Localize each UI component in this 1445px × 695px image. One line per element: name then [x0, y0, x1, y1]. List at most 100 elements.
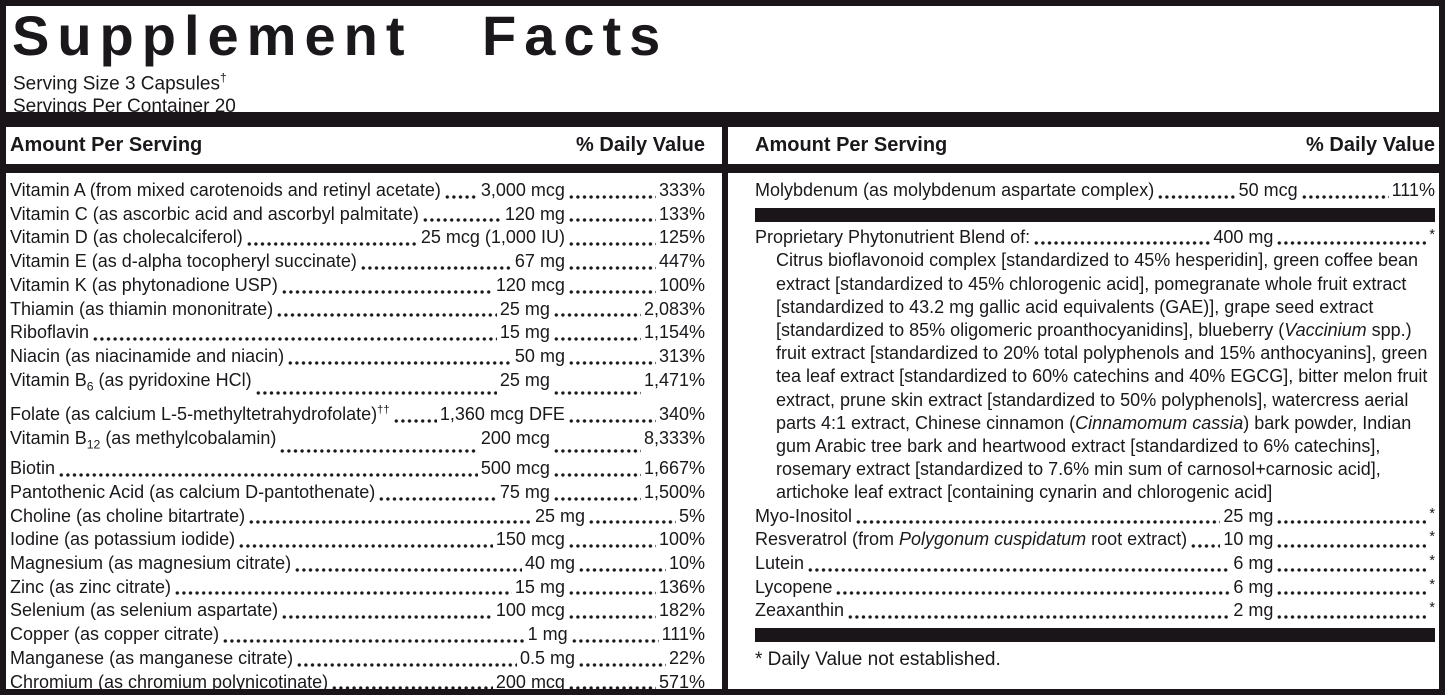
dot-leader	[1157, 194, 1236, 199]
dot-leader	[567, 591, 656, 596]
dot-leader	[1300, 194, 1389, 199]
nutrient-name: Thiamin (as thiamin mononitrate)	[10, 298, 274, 319]
nutrient-amount: 120 mcg	[495, 274, 565, 295]
nutrient-row: Thiamin (as thiamin mononitrate) 25 mg 2,0…	[10, 298, 705, 322]
nutrient-daily-value: 22%	[668, 647, 705, 668]
nutrient-amount: 400 mg	[1213, 226, 1274, 247]
dot-leader	[174, 591, 512, 596]
nutrient-amount: 25 mg	[1223, 505, 1274, 526]
dot-leader	[222, 638, 525, 643]
dot-leader	[1276, 567, 1427, 572]
nutrient-daily-value: 333%	[658, 180, 705, 200]
nutrient-amount: 15 mg	[499, 322, 550, 343]
dot-leader	[281, 615, 493, 620]
dot-leader	[359, 265, 512, 270]
nutrient-row: Choline (as choline bitartrate) 25 mg 5%	[10, 505, 705, 529]
nutrient-row: Copper (as copper citrate) 1 mg 111%	[10, 623, 705, 647]
nutrient-row: Vitamin B6 (as pyridoxine HCl) 25 mg 1,471…	[10, 369, 705, 399]
dot-leader	[248, 520, 532, 525]
nutrient-daily-value: 136%	[658, 576, 705, 597]
dot-leader	[92, 336, 497, 341]
nutrient-row: Vitamin D (as cholecalciferol) 25 mcg (1,…	[10, 226, 705, 250]
dot-leader	[1276, 241, 1427, 246]
nutrient-row: Biotin 500 mcg 1,667%	[10, 457, 705, 481]
nutrient-daily-value: 111%	[1391, 180, 1435, 200]
nutrient-daily-value: *	[1429, 553, 1435, 570]
dot-leader	[552, 472, 641, 477]
nutrient-amount: 50 mcg	[1238, 180, 1298, 200]
nutrient-daily-value: 133%	[658, 203, 705, 224]
nutrient-daily-value: 125%	[658, 227, 705, 248]
nutrient-name: Lycopene	[755, 576, 833, 597]
nutrient-daily-value: 10%	[668, 553, 705, 574]
nutrient-name: Vitamin K (as phytonadione USP)	[10, 274, 278, 295]
right-column-header: Amount Per Serving % Daily Value	[739, 134, 1435, 157]
nutrient-columns: Vitamin A (from mixed carotenoids and re…	[10, 173, 1435, 692]
dot-leader	[280, 289, 493, 294]
nutrient-name: Folate (as calcium L-5-methyltetrahydrof…	[10, 404, 390, 425]
nutrient-amount: 200 mcg	[495, 671, 565, 692]
right-top-rows: Molybdenum (as molybdenum aspartate comp…	[755, 179, 1435, 203]
dot-leader	[552, 391, 641, 396]
nutrient-amount: 0.5 mg	[519, 647, 575, 668]
nutrient-row: Pantothenic Acid (as calcium D-pantothen…	[10, 481, 705, 505]
dot-leader	[1276, 544, 1427, 549]
nutrient-row: Niacin (as niacinamide and niacin) 50 mg 3…	[10, 345, 705, 369]
serving-size-text: Serving Size 3 Capsules	[13, 73, 220, 95]
nutrient-name: Riboflavin	[10, 322, 90, 343]
nutrient-amount: 75 mg	[499, 481, 550, 502]
nutrient-daily-value: 8,333%	[643, 427, 705, 448]
nutrient-row: Zeaxanthin 2 mg *	[755, 599, 1435, 623]
daily-value-heading: % Daily Value	[576, 134, 705, 156]
dot-leader	[421, 218, 502, 223]
left-nutrient-column: Vitamin A (from mixed carotenoids and re…	[10, 173, 717, 692]
serving-size: Serving Size 3 Capsules†	[13, 67, 1435, 95]
column-headers: Amount Per Serving % Daily Value Amount …	[10, 127, 1435, 164]
nutrient-daily-value: 340%	[658, 404, 705, 425]
left-column-header: Amount Per Serving % Daily Value	[10, 134, 717, 157]
nutrient-amount: 1,360 mcg DFE	[439, 404, 565, 425]
nutrient-daily-value: 571%	[658, 671, 705, 692]
nutrient-row: Riboflavin 15 mg 1,154%	[10, 321, 705, 345]
nutrient-name: Vitamin E (as d-alpha tocopheryl succina…	[10, 251, 357, 272]
nutrient-daily-value: 313%	[658, 345, 705, 366]
nutrient-name: Resveratrol (from Polygonum cuspidatum r…	[755, 529, 1188, 550]
nutrient-name: Choline (as choline bitartrate)	[10, 505, 246, 526]
nutrient-name: Lutein	[755, 553, 805, 574]
dot-leader	[238, 544, 493, 549]
daily-value-footnote: * Daily Value not established.	[755, 649, 1001, 671]
nutrient-amount: 25 mcg (1,000 IU)	[420, 227, 565, 248]
blend-divider-bar	[755, 207, 1435, 222]
dot-leader	[294, 567, 522, 572]
nutrient-name: Copper (as copper citrate)	[10, 624, 220, 645]
nutrient-amount: 6 mg	[1233, 576, 1274, 597]
nutrient-daily-value: *	[1429, 505, 1435, 522]
dot-leader	[567, 194, 656, 199]
dot-leader	[287, 360, 512, 365]
nutrient-amount: 200 mcg	[480, 427, 550, 448]
nutrient-daily-value: 100%	[658, 529, 705, 550]
dot-leader	[567, 289, 656, 294]
nutrient-daily-value: 2,083%	[643, 298, 705, 319]
amount-per-serving-heading: Amount Per Serving	[755, 134, 948, 156]
dot-leader	[378, 496, 497, 501]
nutrient-amount: 150 mcg	[495, 529, 565, 550]
nutrient-daily-value: 111%	[661, 624, 705, 645]
nutrient-row: Resveratrol (from Polygonum cuspidatum r…	[755, 528, 1435, 552]
nutrient-name: Chromium (as chromium polynicotinate)	[10, 671, 329, 692]
right-bottom-rows: Myo-Inositol 25 mg * Resveratrol (from Poly…	[755, 505, 1435, 624]
dot-leader	[567, 218, 656, 223]
nutrient-amount: 120 mg	[504, 203, 565, 224]
dot-leader	[567, 242, 656, 247]
nutrient-row: Proprietary Phytonutrient Blend of: 400 m…	[755, 226, 1435, 250]
dot-leader	[807, 567, 1231, 572]
vertical-column-divider	[722, 114, 728, 689]
dot-leader	[835, 591, 1231, 596]
dot-leader	[1276, 520, 1427, 525]
nutrient-row: Myo-Inositol 25 mg *	[755, 505, 1435, 529]
nutrient-row: Vitamin K (as phytonadione USP) 120 mcg 10…	[10, 274, 705, 298]
dot-leader	[567, 265, 656, 270]
nutrient-name: Proprietary Phytonutrient Blend of:	[755, 226, 1031, 247]
nutrient-amount: 100 mcg	[495, 600, 565, 621]
nutrient-daily-value: 447%	[658, 251, 705, 272]
